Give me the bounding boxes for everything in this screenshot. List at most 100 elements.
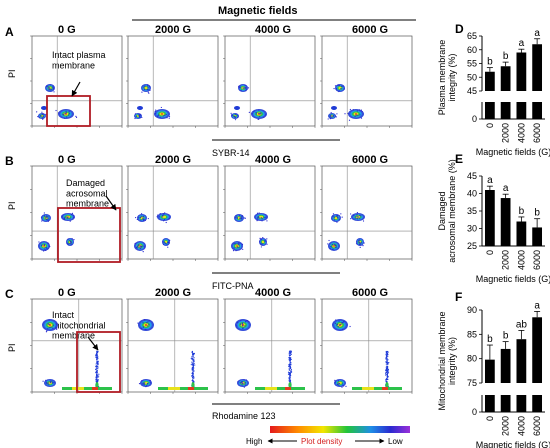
y-tick-label-zero: 0	[472, 407, 477, 417]
significance-letter: a	[487, 175, 493, 186]
panel-letter-a: A	[5, 25, 14, 39]
x-tick-label: 6000	[532, 250, 542, 270]
y-tick-label: 75	[467, 378, 477, 388]
y-axis-label: Plasma membraneintegrity (%)	[437, 40, 457, 116]
significance-letter: ab	[516, 319, 528, 330]
significance-letter: a	[503, 183, 509, 194]
y-tick-label-zero: 0	[472, 114, 477, 124]
significance-letter: a	[534, 300, 540, 311]
y-tick-label: 45	[467, 171, 477, 181]
highlight-box-b	[57, 207, 121, 263]
bar-base-d-3	[532, 102, 543, 119]
x-tick-label: 4000	[516, 123, 526, 143]
annotation-intact-plasma: Intact plasma membrane	[52, 50, 106, 70]
bar-base-d-1	[500, 102, 511, 119]
flow-row-c: C PI 0 G 2000 G 4000 G 6000 G Intact mito…	[5, 287, 388, 421]
column-label-c-2: 4000 G	[255, 287, 291, 299]
x-tick-label: 6000	[532, 416, 542, 436]
column-label-b-2: 4000 G	[255, 154, 291, 166]
density-low-label: Low	[388, 437, 403, 446]
highlight-box-c	[76, 331, 121, 393]
flow-plot-a-3	[320, 35, 413, 128]
x-tick-label: 6000	[532, 123, 542, 143]
flow-plot-c-2	[223, 298, 316, 394]
bar-f-3	[532, 317, 543, 383]
x-label-sybr14: SYBR-14	[212, 148, 250, 158]
flow-plot-b-3	[320, 165, 413, 261]
bar-base-d-2	[516, 102, 527, 119]
y-tick-label: 25	[467, 241, 477, 251]
y-label-pi-c: PI	[7, 343, 17, 352]
flow-plot-c-1	[126, 298, 219, 394]
annotation-arrow-c	[87, 336, 99, 351]
flow-cytometry-panels	[30, 35, 413, 394]
x-label-rhodamine: Rhodamine 123	[212, 411, 276, 421]
column-label-a-0: 0 G	[58, 24, 76, 36]
flow-plot-b-2	[223, 165, 316, 261]
significance-letter: b	[487, 334, 493, 345]
significance-letter: b	[519, 206, 525, 217]
column-label-b-0: 0 G	[58, 154, 76, 166]
x-tick-label: 2000	[501, 123, 511, 143]
column-label-b-1: 2000 G	[155, 154, 191, 166]
bar-d-2	[516, 52, 527, 91]
y-tick-label: 35	[467, 206, 477, 216]
panel-letter-d: D	[455, 22, 464, 36]
y-tick-label: 65	[467, 31, 477, 41]
significance-letter: a	[534, 28, 540, 39]
column-label-c-1: 2000 G	[155, 287, 191, 299]
panel-letter-b: B	[5, 154, 14, 168]
y-label-pi-b: PI	[7, 201, 17, 210]
x-tick-label: 0	[485, 250, 495, 255]
y-tick-label: 55	[467, 59, 477, 69]
bar-base-f-0	[484, 395, 495, 412]
flow-plot-b-0	[30, 165, 123, 261]
y-tick-label: 30	[467, 224, 477, 234]
flow-plot-c-3	[320, 298, 413, 394]
bar-base-f-3	[532, 395, 543, 412]
bar-d-0	[484, 71, 495, 91]
y-tick-label: 40	[467, 189, 477, 199]
column-label-a-2: 4000 G	[255, 24, 291, 36]
y-axis-label: Damagedacrosomal membrane (%)	[437, 159, 457, 263]
significance-letter: b	[487, 57, 493, 68]
x-tick-label: 2000	[501, 250, 511, 270]
flow-plot-c-0	[30, 298, 123, 394]
significance-letter: b	[534, 208, 540, 219]
bar-chart-d: D 45 50 55 60 65 0 b 0 b 2000 a 4000 a 6000 Magnetic fi…	[437, 22, 550, 157]
x-label-fitc-pna: FITC-PNA	[212, 281, 254, 291]
bar-e-2	[516, 221, 527, 246]
bar-d-3	[532, 44, 543, 91]
x-axis-label: Magnetic fields (G)	[476, 147, 550, 157]
bar-f-1	[500, 348, 511, 383]
column-label-b-3: 6000 G	[352, 154, 388, 166]
y-tick-label: 50	[467, 72, 477, 82]
highlight-box-a	[46, 95, 91, 127]
x-axis-label: Magnetic fields (G)	[476, 440, 550, 448]
y-label-pi-a: PI	[7, 69, 17, 78]
x-axis-label: Magnetic fields (G)	[476, 274, 550, 284]
bar-f-2	[516, 339, 527, 383]
bar-e-3	[532, 227, 543, 246]
plot-density-legend: High Plot density Low	[246, 426, 410, 446]
bar-f-0	[484, 359, 495, 383]
significance-letter: a	[519, 38, 525, 49]
flow-row-a: A PI 0 G 2000 G 4000 G 6000 G Intact pla…	[5, 24, 388, 158]
bar-e-0	[484, 190, 495, 246]
y-tick-label: 45	[467, 86, 477, 96]
flow-plot-a-1	[126, 35, 219, 128]
significance-letter: b	[503, 331, 509, 342]
annotation-arrow-b	[105, 195, 117, 211]
bar-e-1	[500, 198, 511, 246]
bar-base-d-0	[484, 102, 495, 119]
panel-letter-e: E	[455, 152, 463, 166]
y-tick-label: 90	[467, 305, 477, 315]
annotation-arrow-a	[71, 81, 81, 97]
density-high-label: High	[246, 437, 262, 446]
x-tick-label: 0	[485, 123, 495, 128]
column-label-a-3: 6000 G	[352, 24, 388, 36]
x-tick-label: 4000	[516, 250, 526, 270]
bar-base-f-2	[516, 395, 527, 412]
